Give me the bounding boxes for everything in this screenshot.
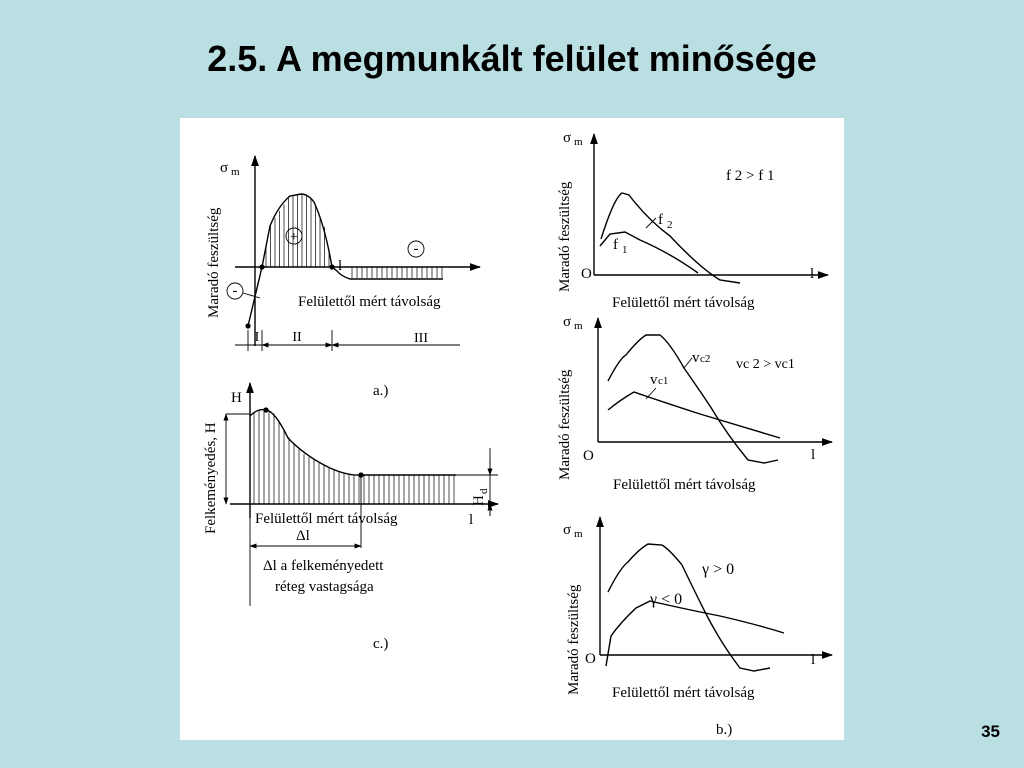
b2-upper-leader [683, 357, 693, 369]
diagram-c: H Felkeményedés, H H d Felülettől mért t… [203, 381, 500, 652]
c-hd-sub: d [478, 488, 490, 494]
a-minus-leader [242, 292, 261, 299]
a-y-label: Maradó feszültség [206, 207, 222, 318]
b2-y-label: Maradó feszültség [557, 369, 573, 480]
b3-curve-upper [607, 543, 771, 672]
c-hatch [253, 410, 455, 504]
b2-upper-label: v [692, 350, 700, 366]
a-caption: a.) [373, 383, 388, 399]
b1-origin: O [581, 266, 592, 282]
b3-y-symbol: σ [563, 522, 571, 538]
b1-x-label: Felülettől mért távolság [612, 295, 755, 311]
c-hd-label: H [471, 495, 487, 506]
a-hatch [265, 194, 443, 278]
c-hardness-curve [249, 408, 456, 476]
b3-y-symbol-sub: m [574, 528, 583, 540]
b2-upper-sub: c2 [700, 353, 710, 365]
b2-y-symbol: σ [563, 314, 571, 330]
b2-relation: vc 2 > vc1 [736, 357, 795, 372]
c-x-symbol: l [469, 512, 473, 528]
c-note-line2: réteg vastagsága [275, 579, 374, 595]
b1-upper-leader [645, 217, 657, 229]
b2-curve-upper [607, 334, 779, 464]
a-point-zero-1 [259, 264, 265, 270]
figure-svg: σ m Maradó feszültség + - - l Felülettől… [203, 130, 834, 738]
b2-lower-leader [645, 387, 657, 400]
c-h-label: H [231, 390, 242, 406]
diagram-b-panel-1: σ m Maradó feszültség O l Felülettől mér… [557, 130, 830, 311]
b3-upper-label: γ > 0 [701, 561, 734, 578]
c-x-label: Felülettől mért távolság [255, 511, 398, 527]
a-y-symbol-sub: m [231, 166, 240, 178]
b2-lower-label: v [650, 372, 658, 388]
b1-upper-sub: 2 [667, 219, 673, 231]
diagram-a: σ m Maradó feszültség + - - l Felülettől… [206, 154, 482, 399]
c-delta-label: Δl [296, 528, 310, 544]
b2-lower-sub: c1 [658, 375, 668, 387]
a-minus-sign-right: - [414, 241, 419, 257]
a-minus-circle-left [226, 282, 244, 300]
a-y-symbol: σ [220, 160, 228, 176]
c-point-depth [358, 472, 364, 478]
c-y-label: Felkeményedés, H [203, 422, 219, 534]
c-caption: c.) [373, 636, 388, 652]
b3-origin: O [585, 651, 596, 667]
b2-origin: O [583, 448, 594, 464]
a-plus-sign: + [290, 230, 298, 245]
a-plus-circle [285, 227, 303, 245]
a-zone-1: I [255, 330, 260, 345]
b2-y-symbol-sub: m [574, 320, 583, 332]
b1-lower-sub: 1 [622, 244, 628, 256]
b3-x-label: Felülettől mért távolság [612, 685, 755, 701]
a-x-label: Felülettől mért távolság [298, 294, 441, 310]
b2-x-symbol: l [811, 447, 815, 463]
figure-panel: σ m Maradó feszültség + - - l Felülettől… [180, 118, 844, 740]
slide-title: 2.5. A megmunkált felület minősége [207, 38, 817, 79]
b1-curve-upper [600, 192, 741, 284]
a-zone-2: II [292, 330, 302, 345]
a-minus-circle-right [407, 240, 425, 258]
c-point-peak [263, 407, 269, 413]
b-caption: b.) [716, 722, 732, 738]
b1-y-label: Maradó feszültség [557, 181, 573, 292]
diagram-b-panel-2: σ m Maradó feszültség O l Felülettől mér… [557, 314, 834, 493]
b3-y-label: Maradó feszültség [566, 584, 582, 695]
b3-lower-label: γ < 0 [649, 591, 682, 608]
a-point-zero-2 [329, 264, 335, 270]
a-minus-sign-left: - [233, 283, 238, 299]
b1-lower-label: f [613, 237, 618, 253]
diagram-b-panel-3: σ m Maradó feszültség O l Felülettől mér… [563, 515, 834, 701]
b2-x-label: Felülettől mért távolság [613, 477, 756, 493]
c-note-line1: Δl a felkeményedett [263, 558, 384, 574]
b1-y-symbol-sub: m [574, 136, 583, 148]
b1-upper-label: f [658, 212, 663, 228]
b1-relation: f 2 > f 1 [726, 168, 774, 184]
b1-x-symbol: l [810, 266, 814, 282]
b1-y-symbol: σ [563, 130, 571, 146]
a-stress-curve [247, 193, 443, 327]
b2-curve-lower [607, 391, 781, 439]
a-x-symbol: l [338, 258, 342, 274]
b3-x-symbol: l [811, 652, 815, 668]
a-point-surface [245, 323, 251, 329]
a-zone-3: III [414, 331, 428, 346]
b3-curve-lower [605, 600, 785, 667]
b1-curve-lower [599, 231, 699, 274]
page-number: 35 [981, 722, 1000, 741]
